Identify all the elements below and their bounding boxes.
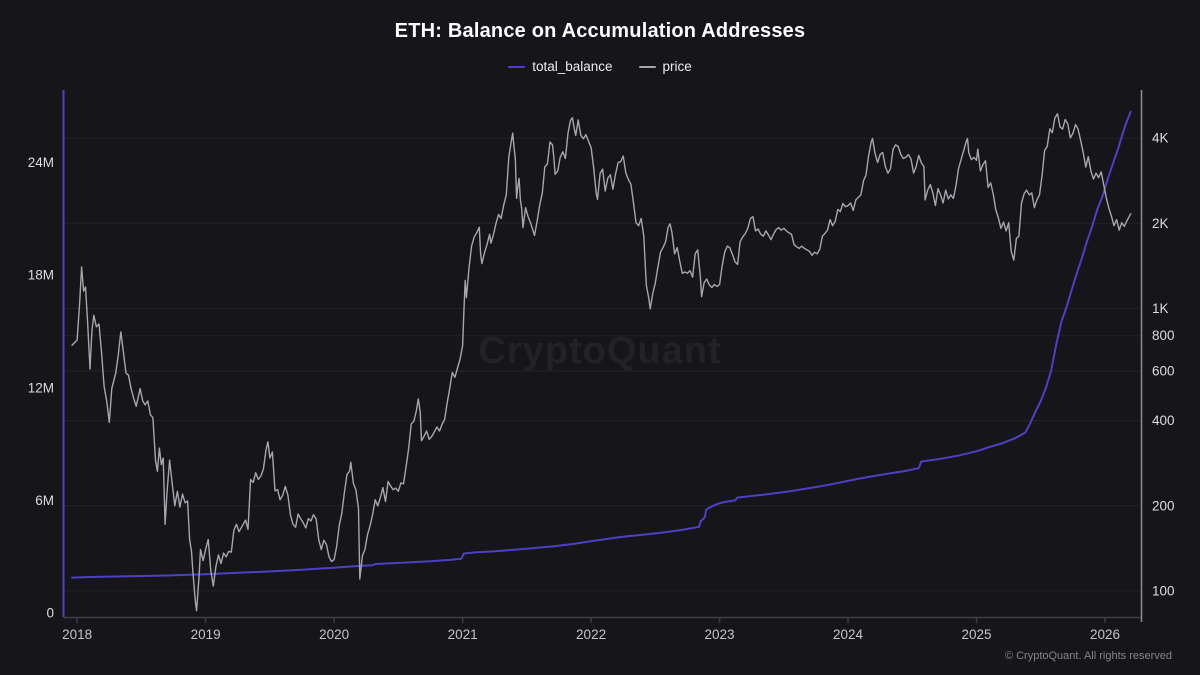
right-y-axis-tick-label: 200 (1152, 498, 1175, 513)
x-axis-tick-label: 2018 (62, 627, 92, 642)
legend-item-price[interactable]: price (638, 59, 692, 74)
total-balance-line-swatch (508, 65, 526, 68)
page-title: ETH: Balance on Accumulation Addresses (394, 20, 806, 42)
x-axis-tick-label: 2024 (833, 627, 864, 642)
series-line-price (71, 113, 1132, 612)
chart-legend: total_balance price (0, 59, 1200, 74)
right-y-axis-tick-label: 2K (1152, 216, 1169, 231)
right-y-axis-tick-label: 800 (1152, 328, 1175, 343)
right-y-axis-tick-label: 600 (1152, 363, 1175, 378)
series-line-total_balance (71, 110, 1132, 579)
right-y-axis-tick-label: 100 (1152, 583, 1175, 598)
x-axis-tick-label: 2019 (191, 627, 221, 642)
x-axis-tick-label: 2022 (576, 627, 606, 642)
left-y-axis-tick-label: 6M (35, 493, 54, 508)
legend-label-price: price (662, 59, 692, 74)
x-axis-tick-label: 2021 (448, 627, 478, 642)
left-y-axis-tick-label: 0 (46, 606, 54, 621)
copyright-notice: © CryptoQuant. All rights reserved (1004, 650, 1172, 662)
price-line-swatch (638, 65, 656, 68)
right-y-axis-tick-label: 1K (1152, 301, 1169, 316)
x-axis-tick-label: 2020 (319, 627, 349, 642)
legend-label-total-balance: total_balance (532, 59, 613, 74)
right-y-axis-tick-label: 400 (1152, 413, 1175, 428)
right-y-axis-tick-label: 4K (1152, 131, 1169, 146)
x-axis-tick-label: 2023 (705, 627, 735, 642)
left-y-axis-tick-label: 24M (28, 155, 54, 170)
left-y-axis-tick-label: 12M (28, 380, 54, 395)
cryptoquant-watermark: CryptoQuant (478, 330, 722, 372)
left-y-axis-tick-label: 18M (28, 268, 54, 283)
x-axis-tick-label: 2026 (1090, 627, 1120, 642)
legend-item-total-balance[interactable]: total_balance (508, 59, 613, 74)
x-axis-tick-label: 2025 (962, 627, 992, 642)
